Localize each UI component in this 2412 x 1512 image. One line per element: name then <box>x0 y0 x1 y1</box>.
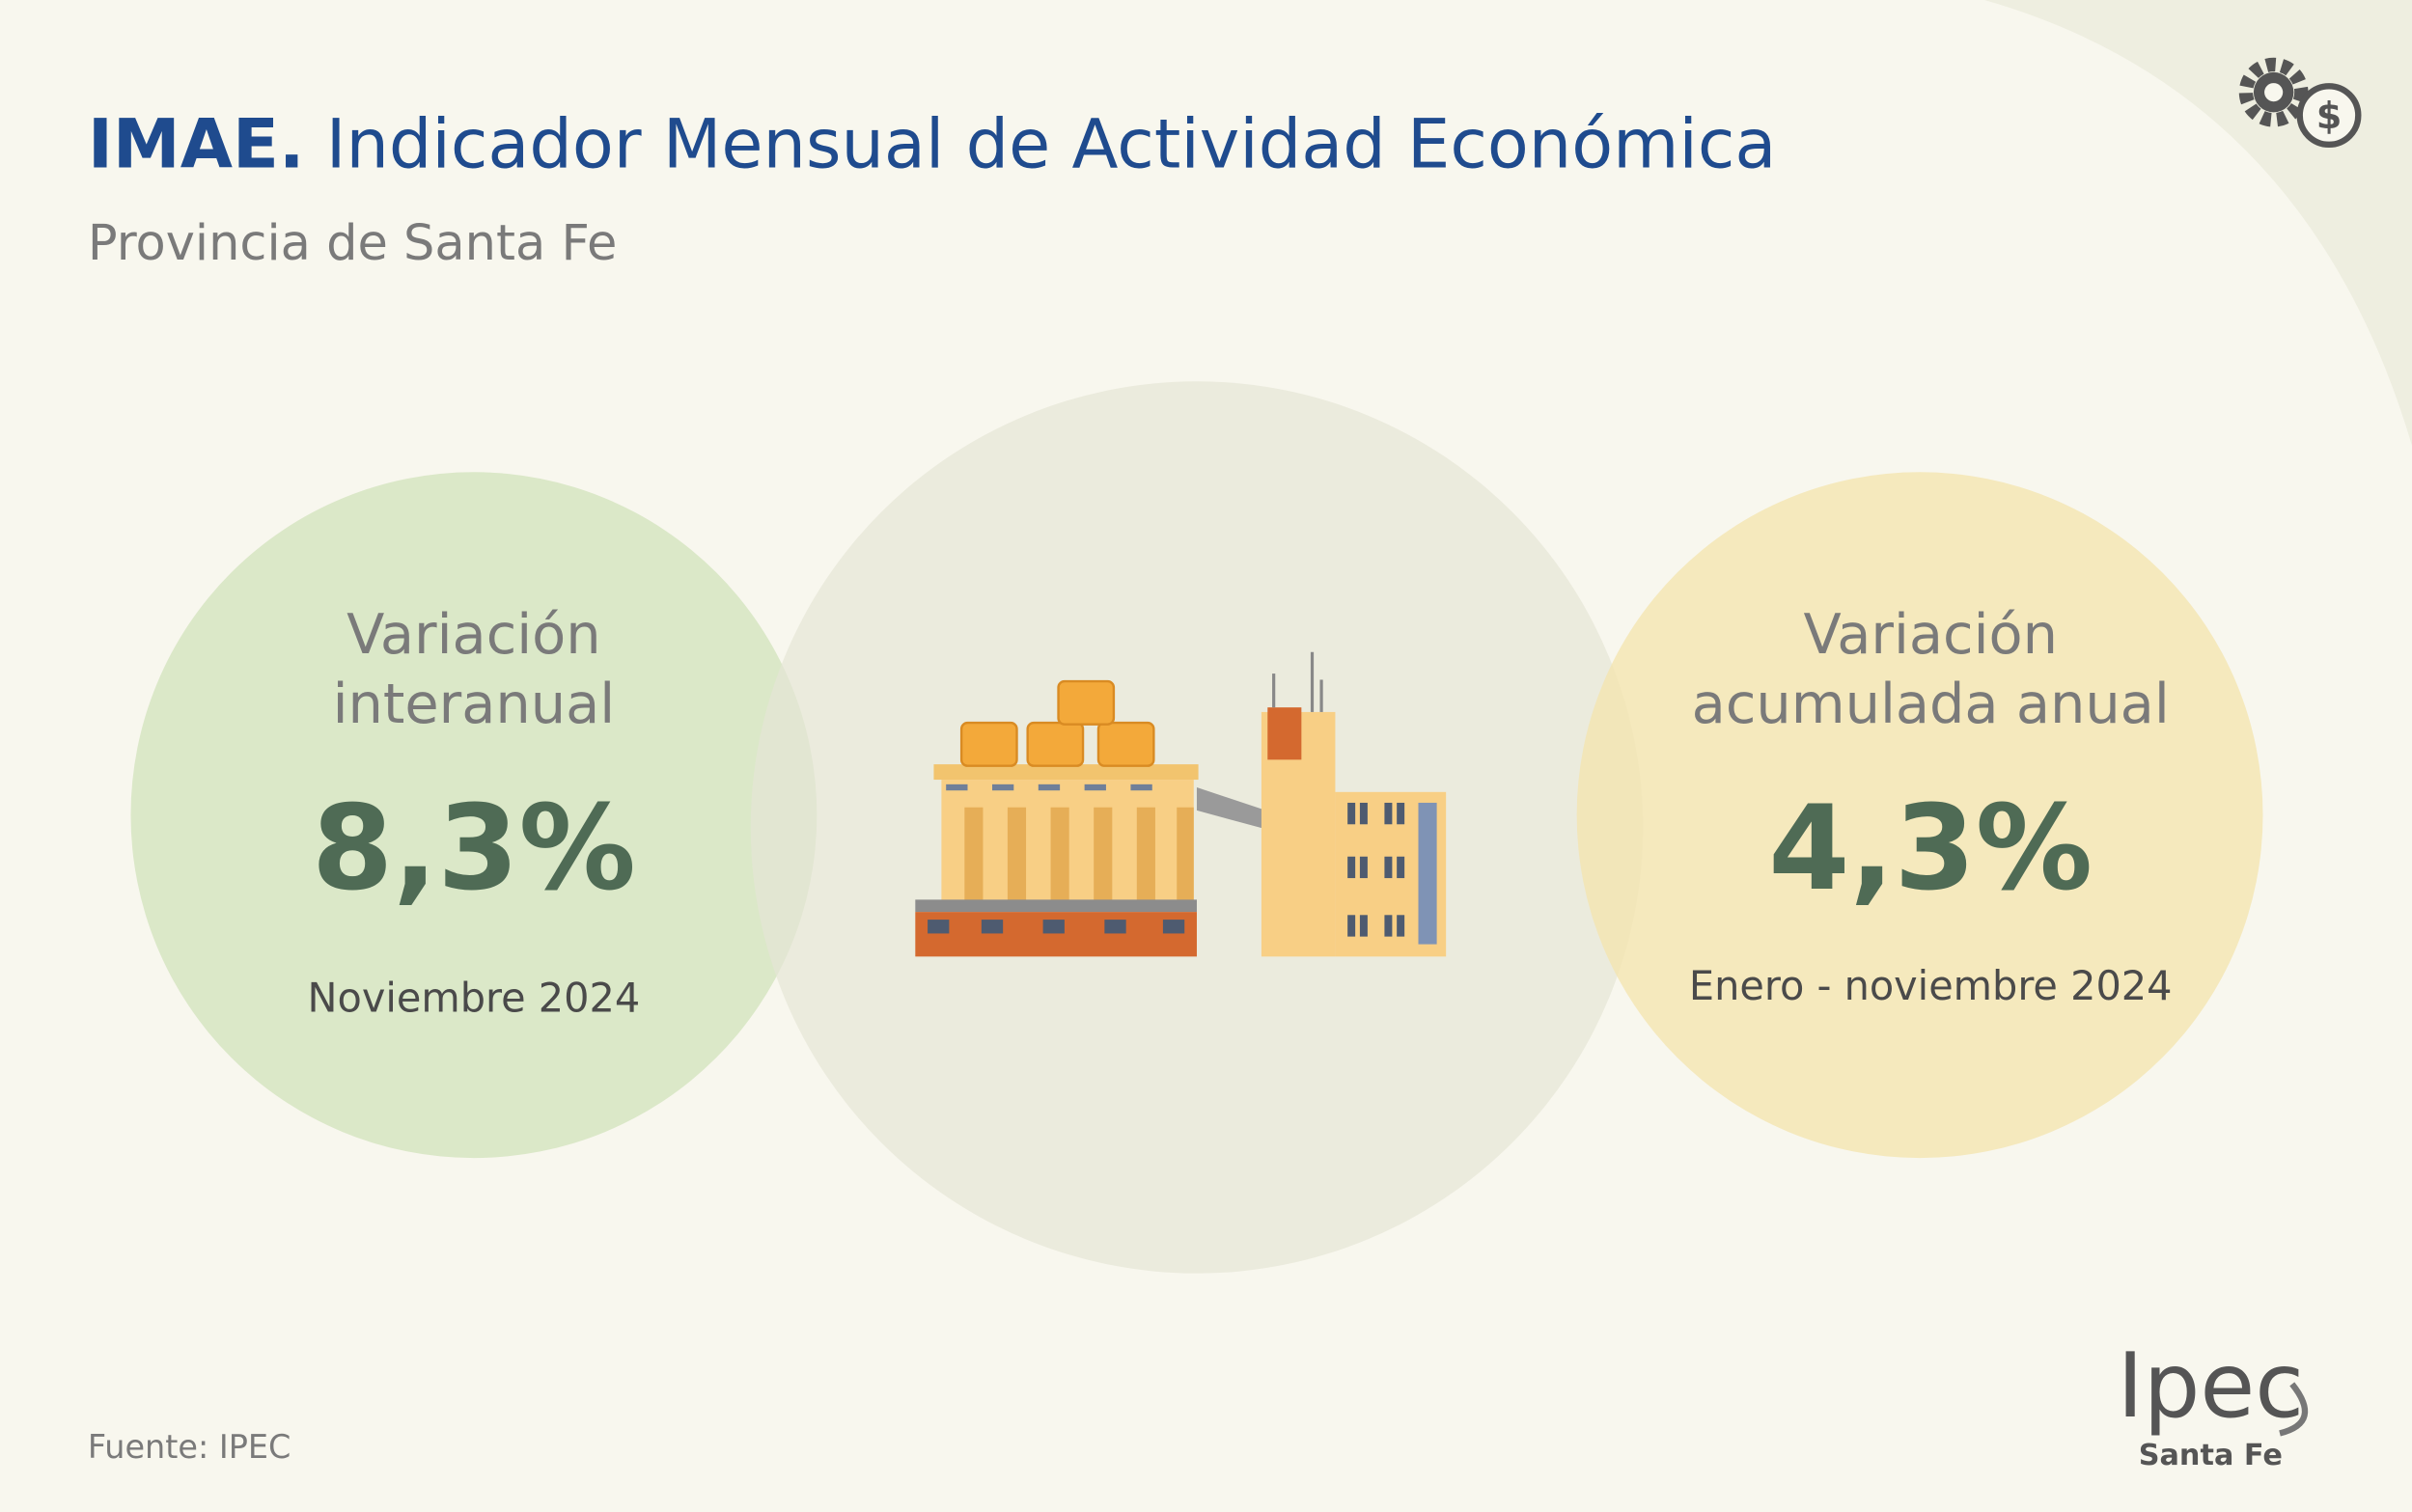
source: Fuente: IPEC <box>88 1428 291 1466</box>
card-circle <box>1576 472 2263 1159</box>
card-label: Variación <box>1803 602 2058 667</box>
card-label: Variación <box>347 602 601 667</box>
factory-illustration <box>915 651 1447 957</box>
card-circle <box>130 472 818 1159</box>
card-value: 4,3% <box>1768 781 2093 917</box>
card: Variación acumulada anual 4,3% Enero - n… <box>1689 602 2173 1009</box>
logo-subtitle: Santa Fe <box>2139 1439 2283 1472</box>
card-period: Enero - noviembre 2024 <box>1689 963 2173 1009</box>
logo: Ipec <box>2117 1333 2304 1438</box>
logo-swoosh <box>2279 1382 2309 1437</box>
center-circle <box>750 381 1644 1274</box>
card-value: 8,3% <box>312 781 636 917</box>
svg-text:$: $ <box>2316 95 2343 138</box>
card-label: interanual <box>333 672 616 736</box>
card-label: acumulada anual <box>1692 672 2170 736</box>
subtitle: Provincia de Santa Fe <box>88 215 618 272</box>
card-period: Noviembre 2024 <box>308 976 641 1022</box>
card: Variación interanual 8,3% Noviembre 2024 <box>308 602 641 1022</box>
title: IMAE. Indicador Mensual de Actividad Eco… <box>88 105 1777 184</box>
gear-dollar-icon: $ <box>2238 57 2362 149</box>
